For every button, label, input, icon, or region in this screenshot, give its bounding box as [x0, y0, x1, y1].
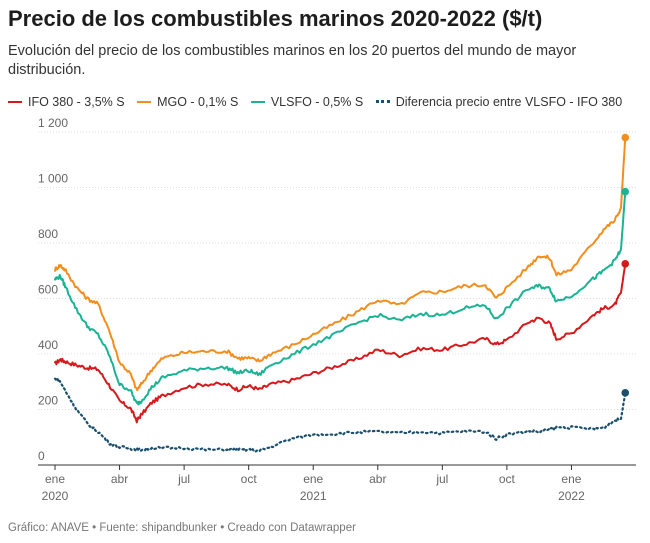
- legend-item-ifo380: IFO 380 - 3,5% S: [8, 95, 125, 109]
- x-tick-label: ene: [45, 472, 65, 486]
- legend-label-vlsfo: VLSFO - 0,5% S: [270, 95, 364, 109]
- chart-title: Precio de los combustibles marinos 2020-…: [8, 6, 543, 31]
- chart-footer: Gráfico: ANAVE • Fuente: shipandbunker •…: [8, 522, 356, 534]
- legend-item-vlsfo: VLSFO - 0,5% S: [250, 95, 364, 109]
- series-end-point-1: [621, 133, 630, 142]
- y-tick-label: 1 200: [38, 116, 68, 130]
- legend-swatch-vlsfo: [250, 101, 265, 103]
- series-end-point-3: [621, 389, 630, 397]
- x-tick-label: abr: [369, 472, 386, 486]
- x-tick-label: oct: [241, 472, 258, 486]
- series-end-point-0: [621, 260, 630, 268]
- series-line-2: [54, 190, 627, 406]
- grid-layer: [38, 131, 636, 466]
- x-tick-label: abr: [111, 472, 128, 486]
- legend-swatch-diferencia: [375, 100, 390, 103]
- x-tick-year-label: 2020: [42, 489, 69, 503]
- x-tick-year-label: 2021: [300, 489, 327, 503]
- series-line-3: [53, 377, 627, 453]
- y-tick-label: 800: [38, 227, 58, 241]
- series-line-1: [54, 136, 627, 392]
- x-tick-label: ene: [303, 472, 323, 486]
- legend-swatch-mgo: [137, 101, 152, 103]
- series-end-point-2: [621, 187, 630, 196]
- x-tick-label: jul: [435, 472, 448, 486]
- y-tick-label: 200: [38, 394, 58, 408]
- legend-item-mgo: MGO - 0,1% S: [137, 95, 238, 109]
- axis-layer: 0 200 400 600 800 1 000 1 200 ene 2020 abr jul oct e…: [38, 116, 585, 503]
- series-layer: [53, 133, 630, 453]
- y-tick-label: 400: [38, 338, 58, 352]
- chart-subtitle: Evolución del precio de los combustibles…: [8, 43, 577, 78]
- x-tick-label: jul: [177, 472, 190, 486]
- legend-swatch-ifo380: [8, 101, 22, 103]
- y-tick-label: 0: [38, 449, 45, 463]
- series-line-0: [54, 262, 627, 424]
- x-tick-year-label: 2022: [558, 489, 585, 503]
- y-tick-label: 600: [38, 283, 58, 297]
- x-tick-label: ene: [561, 472, 581, 486]
- legend-item-diferencia: Diferencia precio entre VLSFO - IFO 380: [375, 94, 623, 109]
- chart-legend: IFO 380 - 3,5% S MGO - 0,1% S VLSFO - 0,…: [8, 92, 631, 109]
- y-tick-label: 1 000: [38, 172, 68, 186]
- legend-label-diferencia: Diferencia precio entre VLSFO - IFO 380: [395, 94, 623, 109]
- legend-label-mgo: MGO - 0,1% S: [157, 95, 239, 109]
- legend-label-ifo380: IFO 380 - 3,5% S: [28, 95, 125, 109]
- x-tick-label: oct: [499, 472, 516, 486]
